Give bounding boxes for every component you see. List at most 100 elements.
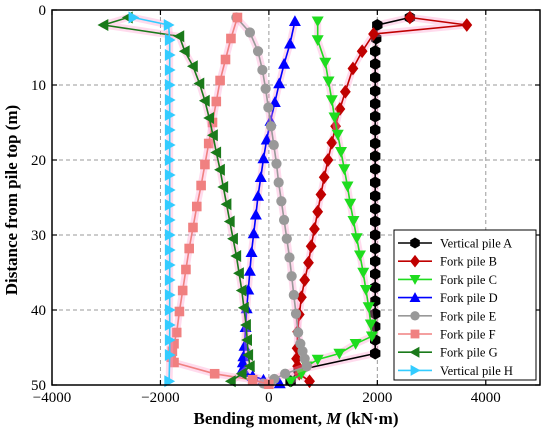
data-point-vertical-pile-a bbox=[370, 137, 381, 150]
data-point-fork-pile-g bbox=[223, 215, 235, 228]
y-tick-label: 20 bbox=[31, 153, 46, 169]
data-point-fork-pile-c bbox=[333, 348, 346, 360]
data-point-fork-pile-g bbox=[186, 60, 198, 73]
data-point-fork-pile-c bbox=[359, 284, 372, 296]
data-point-vertical-pile-h bbox=[164, 49, 176, 61]
data-point-fork-pile-d bbox=[236, 356, 249, 368]
data-point-vertical-pile-a bbox=[370, 281, 381, 294]
data-point-fork-pile-f bbox=[177, 285, 188, 296]
data-point-vertical-pile-a bbox=[370, 215, 381, 228]
data-point-vertical-pile-a bbox=[370, 150, 381, 163]
data-point-fork-pile-c bbox=[311, 35, 324, 46]
data-point-fork-pile-b bbox=[368, 27, 379, 41]
data-point-fork-pile-b bbox=[461, 18, 473, 32]
y-axis-title: Distance from pile top (m) bbox=[2, 105, 21, 295]
data-point-fork-pile-c bbox=[335, 146, 348, 158]
series-layer bbox=[97, 10, 473, 390]
data-point-fork-pile-f bbox=[209, 368, 220, 379]
data-point-vertical-pile-h bbox=[164, 349, 176, 361]
data-point-fork-pile-g bbox=[242, 349, 254, 361]
data-point-fork-pile-g bbox=[207, 129, 218, 142]
data-point-vertical-pile-a bbox=[370, 85, 381, 97]
data-point-fork-pile-d bbox=[243, 265, 256, 276]
y-tick-label: 10 bbox=[31, 78, 46, 94]
data-point-vertical-pile-a bbox=[370, 110, 381, 123]
data-point-fork-pile-d bbox=[284, 37, 297, 49]
data-point-fork-pile-b bbox=[404, 10, 416, 25]
data-point-fork-pile-e bbox=[290, 308, 302, 319]
data-point-vertical-pile-h bbox=[164, 259, 176, 271]
data-point-fork-pile-f bbox=[226, 33, 236, 44]
data-point-fork-pile-b bbox=[326, 135, 338, 150]
data-point-vertical-pile-h bbox=[164, 229, 176, 241]
data-point-fork-pile-g bbox=[97, 19, 109, 31]
data-point-fork-pile-f bbox=[196, 180, 206, 191]
data-point-vertical-pile-a bbox=[370, 97, 381, 110]
series-vertical-pile-h bbox=[128, 11, 176, 388]
data-point-fork-pile-c bbox=[325, 95, 338, 106]
data-point-fork-pile-e bbox=[257, 64, 268, 76]
data-point-fork-pile-g bbox=[173, 30, 185, 43]
data-point-fork-pile-f bbox=[232, 12, 243, 23]
data-point-fork-pile-g bbox=[227, 232, 238, 245]
data-point-fork-pile-b bbox=[318, 170, 330, 185]
data-point-fork-pile-c bbox=[344, 198, 357, 210]
data-point-fork-pile-g bbox=[243, 360, 255, 373]
data-point-fork-pile-d bbox=[254, 171, 267, 183]
data-point-fork-pile-g bbox=[214, 163, 225, 176]
data-point-vertical-pile-a bbox=[370, 202, 381, 215]
data-point-fork-pile-e bbox=[273, 177, 284, 188]
data-point-fork-pile-f bbox=[220, 54, 231, 65]
data-point-fork-pile-e bbox=[244, 27, 256, 38]
legend-label-vertical-pile-a: Vertical pile A bbox=[440, 237, 512, 251]
data-point-fork-pile-f bbox=[247, 374, 258, 385]
data-point-fork-pile-c bbox=[341, 181, 354, 193]
data-point-fork-pile-e bbox=[268, 139, 279, 151]
legend-label-fork-pile-g: Fork pile G bbox=[440, 346, 498, 360]
legend-marker-fork-pile-b bbox=[410, 254, 420, 268]
x-tick-label: −2000 bbox=[141, 390, 179, 406]
data-point-vertical-pile-h bbox=[164, 289, 176, 301]
data-point-vertical-pile-h bbox=[164, 109, 176, 121]
data-point-fork-pile-g bbox=[178, 45, 190, 58]
y-tick-label: 0 bbox=[39, 3, 47, 19]
data-point-vertical-pile-h bbox=[164, 319, 176, 331]
data-point-fork-pile-e bbox=[260, 83, 271, 94]
data-point-fork-pile-f bbox=[203, 138, 214, 149]
x-tick-label: 2000 bbox=[362, 390, 392, 406]
x-axis-title-suffix: (kN·m) bbox=[341, 409, 398, 428]
data-point-fork-pile-e bbox=[301, 361, 312, 372]
data-point-fork-pile-b bbox=[312, 204, 324, 219]
data-point-fork-pile-g bbox=[217, 181, 229, 193]
data-point-vertical-pile-h bbox=[164, 154, 176, 166]
data-point-fork-pile-e bbox=[286, 271, 297, 282]
legend-marker-fork-pile-c bbox=[409, 275, 421, 285]
data-point-fork-pile-e bbox=[293, 327, 304, 338]
data-point-vertical-pile-a bbox=[370, 45, 381, 58]
data-point-fork-pile-b bbox=[305, 239, 317, 254]
series-fork-pile-f bbox=[166, 12, 274, 390]
legend-marker-fork-pile-e bbox=[410, 311, 420, 321]
data-point-fork-pile-g bbox=[237, 301, 249, 314]
data-point-fork-pile-f bbox=[191, 201, 202, 212]
legend-label-fork-pile-e: Fork pile E bbox=[440, 309, 497, 323]
data-point-fork-pile-d bbox=[278, 58, 291, 69]
data-point-fork-pile-c bbox=[350, 233, 363, 244]
x-axis-title-prefix: Bending moment, bbox=[194, 409, 327, 428]
data-point-fork-pile-f bbox=[184, 243, 194, 254]
legend-label-vertical-pile-h: Vertical pile H bbox=[440, 364, 513, 378]
data-point-fork-pile-c bbox=[338, 164, 351, 175]
data-point-vertical-pile-h bbox=[164, 169, 176, 181]
x-tick-label: −4000 bbox=[33, 390, 71, 406]
data-point-vertical-pile-a bbox=[370, 71, 381, 84]
data-point-fork-pile-f bbox=[174, 306, 185, 317]
data-point-vertical-pile-a bbox=[370, 347, 381, 360]
data-point-fork-pile-e bbox=[281, 233, 292, 244]
data-point-fork-pile-e bbox=[276, 196, 287, 207]
data-point-fork-pile-g bbox=[235, 367, 247, 380]
data-point-fork-pile-d bbox=[245, 246, 258, 258]
data-point-fork-pile-g bbox=[241, 334, 252, 346]
data-point-vertical-pile-a bbox=[370, 242, 381, 255]
data-point-vertical-pile-h bbox=[163, 19, 175, 31]
